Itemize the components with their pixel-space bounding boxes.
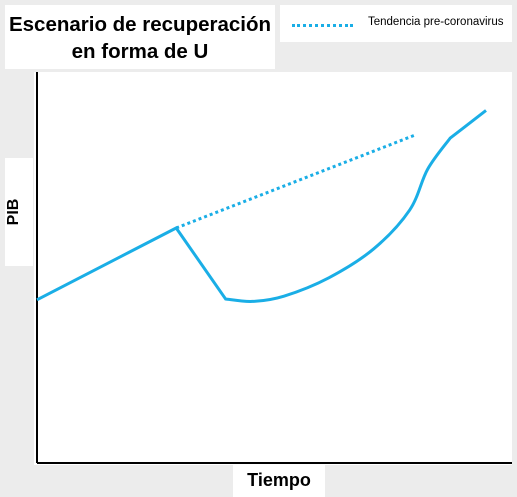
- x-axis-label: Tiempo: [247, 470, 311, 490]
- legend: Tendencia pre-coronavirus: [280, 5, 512, 42]
- series-line-gdp-u-recovery: [36, 109, 487, 303]
- legend-dotted-line-swatch: [292, 24, 353, 27]
- title-box: Escenario de recuperación en forma de U: [5, 5, 275, 69]
- chart-title-line-2: en forma de U: [71, 40, 209, 63]
- y-axis-label-background: [5, 158, 33, 266]
- series-line-pre-coronavirus-trend: [175, 133, 415, 230]
- chart-title: Escenario de recuperación en forma de U: [5, 11, 275, 65]
- chart-title-line-1: Escenario de recuperación: [8, 13, 272, 36]
- legend-label-trend: Tendencia pre-coronavirus: [368, 16, 504, 28]
- x-axis-label-background: [233, 465, 325, 497]
- plot-area: [34, 72, 512, 465]
